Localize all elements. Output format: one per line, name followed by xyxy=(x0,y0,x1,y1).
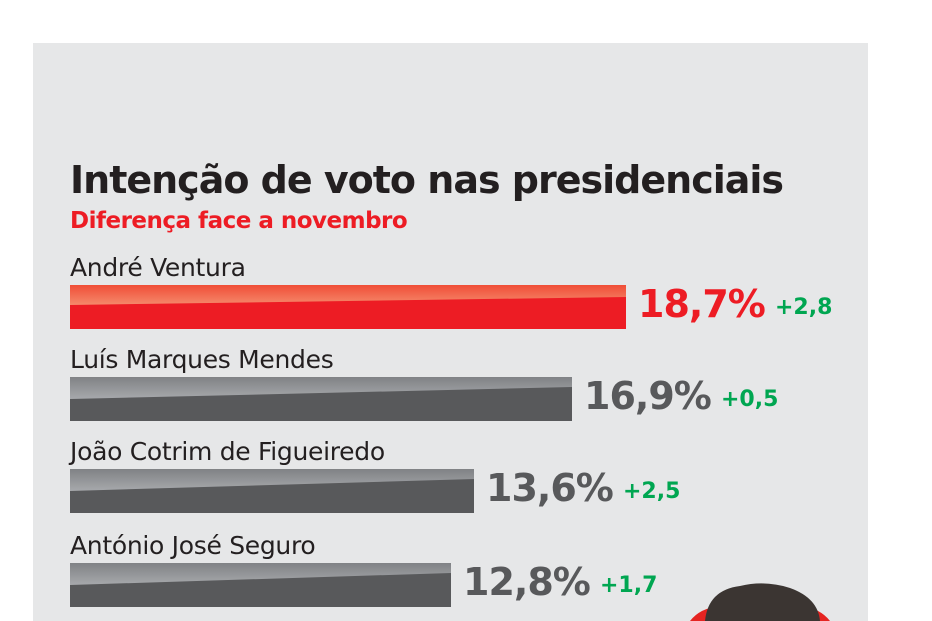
change-label: +2,5 xyxy=(623,479,681,504)
chart-title: Intenção de voto nas presidenciais xyxy=(70,158,784,202)
bar xyxy=(70,377,572,421)
category-label: Luís Marques Mendes xyxy=(70,345,334,374)
bar xyxy=(70,563,451,607)
category-label: André Ventura xyxy=(70,253,246,282)
change-label: +2,8 xyxy=(775,295,833,320)
category-label: João Cotrim de Figueiredo xyxy=(70,437,385,466)
candidate-photo xyxy=(690,583,830,621)
value-label: 16,9% xyxy=(584,374,712,418)
chart-card xyxy=(33,43,868,621)
change-label: +1,7 xyxy=(600,573,658,598)
bar xyxy=(70,285,626,329)
value-label: 13,6% xyxy=(486,466,614,510)
value-label: 18,7% xyxy=(638,282,766,326)
change-label: +0,5 xyxy=(721,387,779,412)
category-label: António José Seguro xyxy=(70,531,316,560)
chart-subtitle: Diferença face a novembro xyxy=(70,208,408,234)
value-label: 12,8% xyxy=(463,560,591,604)
bar xyxy=(70,469,474,513)
